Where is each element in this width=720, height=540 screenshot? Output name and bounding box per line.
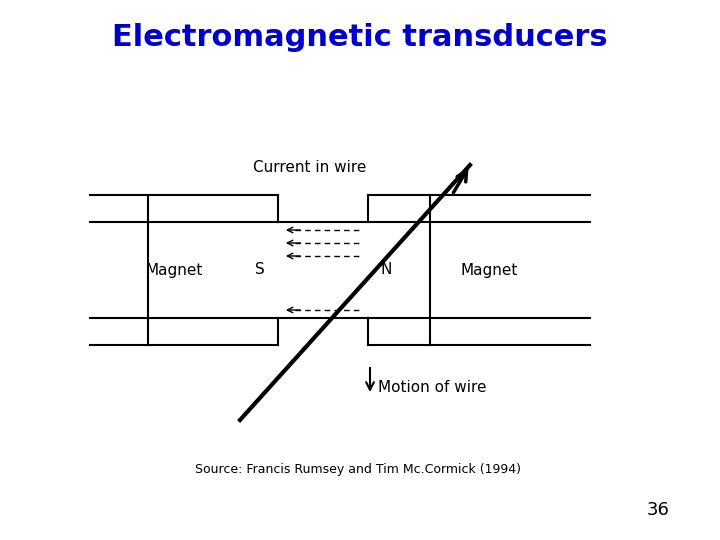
Text: Source: Francis Rumsey and Tim Mc.Cormick (1994): Source: Francis Rumsey and Tim Mc.Cormic… xyxy=(195,463,521,476)
Text: N: N xyxy=(380,262,392,278)
Text: Electromagnetic transducers: Electromagnetic transducers xyxy=(112,24,608,52)
Text: Magnet: Magnet xyxy=(460,262,518,278)
Text: Magnet: Magnet xyxy=(145,262,203,278)
Text: Current in wire: Current in wire xyxy=(253,160,366,176)
Text: 36: 36 xyxy=(647,501,670,519)
Text: Motion of wire: Motion of wire xyxy=(378,380,487,395)
Text: S: S xyxy=(255,262,265,278)
